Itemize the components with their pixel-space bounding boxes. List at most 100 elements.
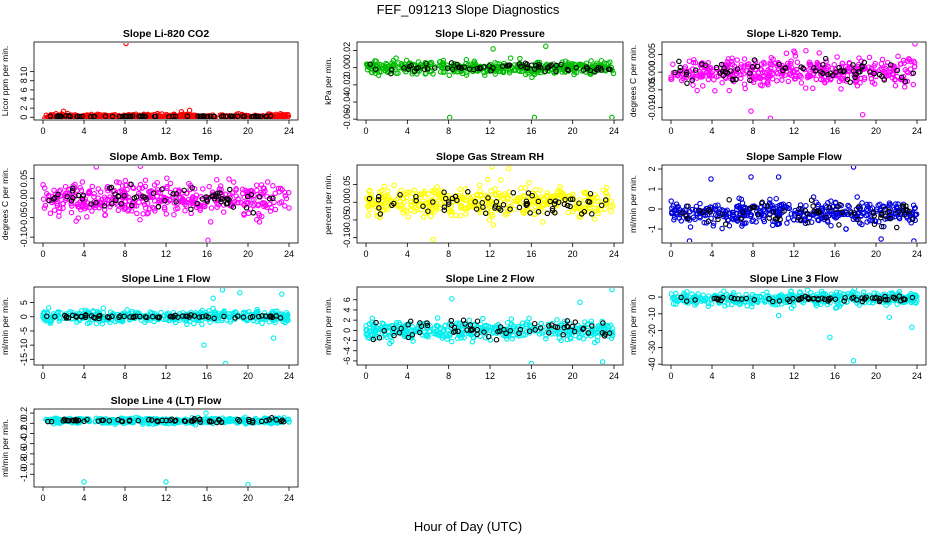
data-point (429, 188, 436, 194)
data-point (458, 202, 464, 209)
data-point (846, 65, 853, 72)
reference-point (408, 62, 414, 69)
data-point (797, 72, 803, 78)
data-point (904, 215, 910, 221)
reference-point (52, 313, 58, 320)
data-point (75, 215, 82, 221)
data-point (788, 288, 794, 294)
data-point (217, 183, 224, 189)
x-tick-label: 8 (122, 371, 127, 381)
reference-point (115, 193, 122, 199)
data-point (710, 223, 717, 229)
outlier-point (43, 116, 49, 119)
outlier-point (505, 166, 512, 172)
data-point (93, 202, 100, 208)
reference-point (64, 193, 71, 200)
data-point (426, 328, 433, 335)
data-point (898, 76, 905, 82)
x-tick-label: 8 (750, 371, 755, 381)
reference-point (689, 77, 695, 83)
reference-point (823, 214, 829, 221)
data-point (378, 68, 385, 75)
reference-point (871, 221, 878, 227)
data-point (577, 214, 584, 220)
reference-point (205, 314, 212, 320)
reference-point (151, 113, 158, 119)
data-point (782, 72, 788, 78)
reference-point (565, 67, 572, 74)
reference-point (505, 62, 512, 68)
data-point (730, 69, 737, 75)
reference-point (485, 333, 492, 340)
x-tick-label: 4 (405, 249, 410, 259)
outlier-point (708, 176, 714, 182)
x-tick-label: 12 (789, 126, 799, 136)
reference-point (390, 325, 397, 332)
data-point (675, 298, 681, 305)
reference-point (546, 330, 552, 336)
reference-point (829, 72, 836, 79)
reference-point (569, 323, 576, 330)
x-tick-label: 4 (709, 249, 714, 259)
data-point (182, 207, 188, 214)
reference-point (832, 296, 839, 302)
data-point (272, 190, 279, 197)
reference-point (391, 332, 397, 339)
reference-point (181, 187, 187, 194)
reference-point (720, 68, 726, 75)
data-point (595, 205, 601, 211)
data-point (711, 76, 717, 83)
data-point (485, 323, 492, 330)
y-tick-label: -1.0 (19, 466, 29, 482)
data-point (838, 301, 845, 307)
outlier-point (137, 166, 144, 169)
y-tick-label: 0 (647, 295, 657, 300)
data-point (200, 203, 206, 209)
reference-point (68, 197, 75, 204)
reference-point (473, 206, 480, 212)
reference-point (407, 318, 414, 325)
data-point (461, 334, 467, 341)
data-point (89, 183, 96, 190)
reference-point (855, 204, 862, 211)
data-point (779, 77, 785, 83)
data-point (508, 203, 514, 209)
data-point (200, 186, 206, 192)
reference-point (839, 209, 846, 215)
reference-point (747, 70, 753, 76)
reference-point (415, 64, 421, 71)
data-point (477, 188, 483, 195)
reference-point (558, 61, 564, 68)
data-point (509, 335, 516, 342)
data-point (765, 81, 771, 88)
data-point (816, 50, 822, 56)
data-point (365, 212, 372, 219)
reference-point (416, 329, 423, 336)
reference-point (62, 312, 68, 319)
y-tick-label: -0.05 (19, 207, 29, 228)
data-point (911, 63, 918, 70)
x-tick-label: 8 (446, 371, 451, 381)
data-point (686, 58, 693, 64)
reference-point (569, 196, 576, 203)
data-point (859, 200, 865, 206)
reference-point (141, 114, 147, 119)
data-point (259, 320, 265, 327)
data-point (259, 213, 265, 220)
outlier-point (531, 114, 538, 119)
y-axis-label: ml/min per min. (628, 175, 638, 233)
outlier-point (609, 114, 615, 119)
data-point (670, 301, 677, 307)
data-point (855, 210, 861, 217)
data-point (261, 200, 268, 206)
reference-point (754, 211, 761, 217)
data-point (835, 302, 842, 308)
reference-point (75, 192, 82, 199)
data-point (442, 65, 448, 72)
data-point (697, 200, 703, 207)
reference-point (841, 298, 847, 304)
reference-point (47, 113, 54, 119)
